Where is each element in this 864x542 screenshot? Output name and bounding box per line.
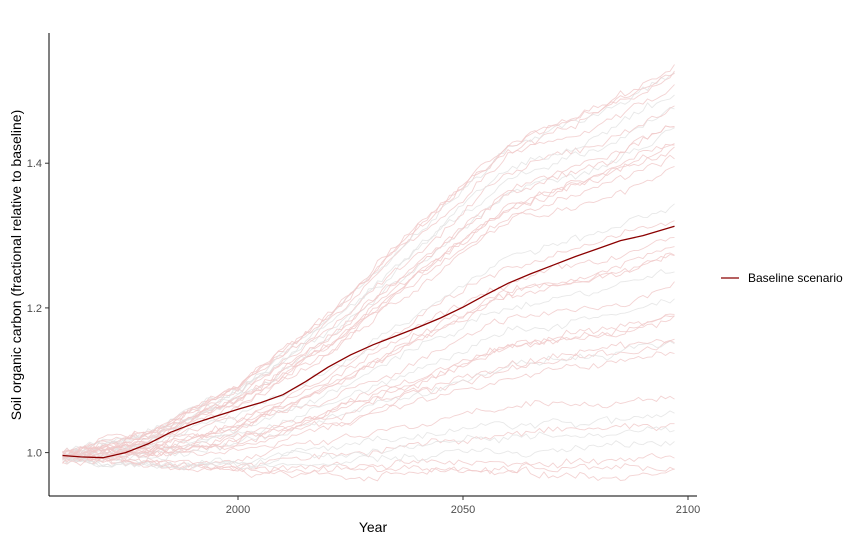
ensemble-line [62, 298, 675, 463]
ensemble-line [62, 426, 675, 469]
y-tick-label: 1.4 [27, 158, 42, 170]
x-tick-label: 2050 [451, 504, 475, 516]
ensemble-line [62, 64, 675, 458]
ensemble-line [62, 203, 675, 459]
y-tick-label: 1.0 [27, 448, 42, 460]
ensemble-line [62, 236, 675, 461]
y-ticks: 1.0 1.2 1.4 [27, 158, 49, 460]
ensemble-line [62, 254, 675, 459]
x-ticks: 2000 2050 2100 [226, 496, 700, 516]
ensemble-lines [62, 64, 675, 482]
ensemble-line [62, 154, 675, 458]
legend-label-baseline: Baseline scenario [748, 271, 843, 285]
ensemble-line [62, 452, 675, 474]
series-line-baseline [62, 225, 675, 459]
x-tick-label: 2100 [676, 504, 700, 516]
ensemble-line [62, 146, 675, 458]
ensemble-line [62, 94, 675, 458]
y-axis-title: Soil organic carbon (fractional relative… [8, 110, 24, 421]
ensemble-line [62, 351, 675, 462]
plot-area [62, 64, 675, 482]
ensemble-line [62, 340, 675, 461]
ensemble-line [62, 84, 675, 457]
x-axis-title: Year [359, 519, 388, 535]
y-tick-label: 1.2 [27, 303, 42, 315]
ensemble-line [62, 440, 675, 471]
ensemble-line [62, 246, 675, 457]
ensemble-line [62, 281, 675, 459]
ensemble-line [62, 72, 675, 457]
ensemble-line [62, 125, 675, 455]
ensemble-line [62, 410, 675, 469]
ensemble-line [62, 165, 675, 456]
ensemble-line [62, 72, 675, 455]
ensemble-line [62, 455, 675, 475]
legend: Baseline scenario [721, 271, 843, 285]
ensemble-line [62, 125, 675, 455]
x-tick-label: 2000 [226, 504, 250, 516]
ensemble-line [62, 143, 675, 458]
ensemble-line [62, 70, 675, 456]
ensemble-line [62, 313, 675, 458]
